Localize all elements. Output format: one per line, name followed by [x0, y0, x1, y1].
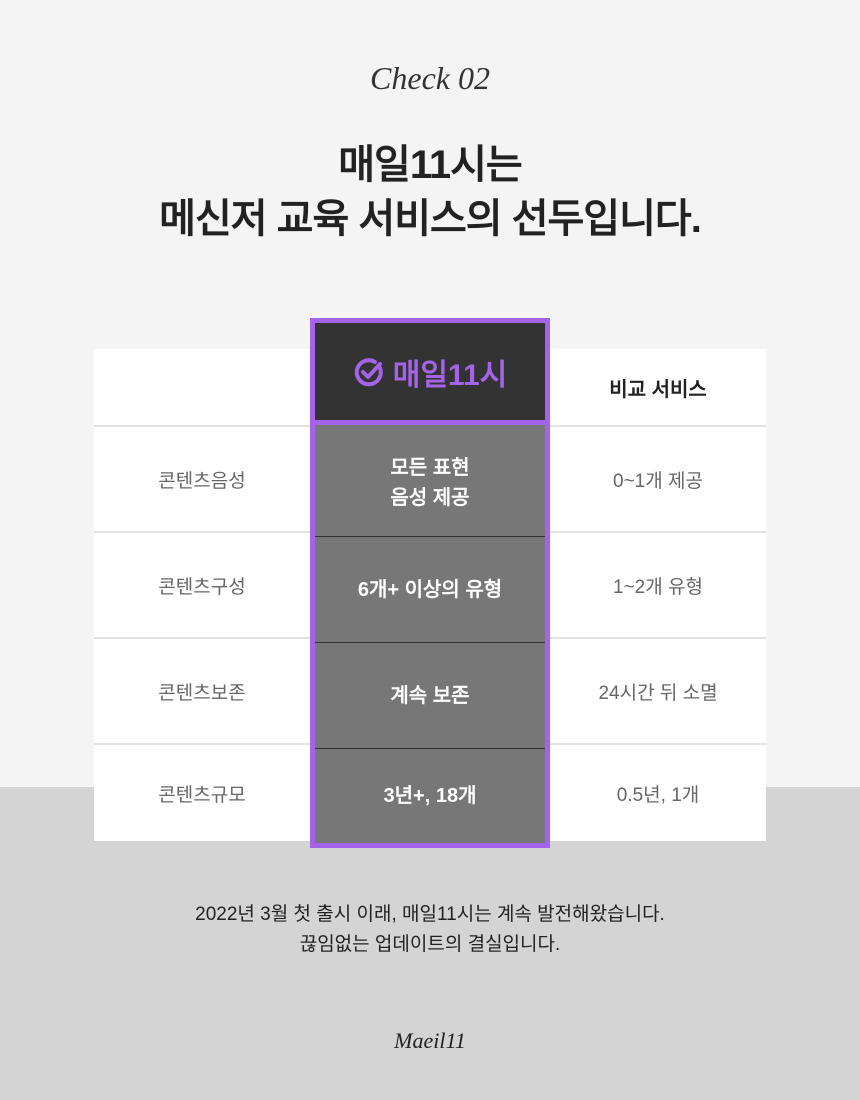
highlight-value: 6개+ 이상의 유형: [315, 536, 545, 642]
title-line-1: 매일11시는: [338, 143, 523, 187]
highlight-value: 계속 보존: [315, 642, 545, 748]
brand-logo: Maeil11: [394, 1028, 466, 1053]
compare-value: 24시간 뒤 소멸: [598, 682, 718, 704]
check-circle-icon: [354, 357, 383, 386]
row-label: 콘텐츠규모: [158, 784, 246, 806]
row-label: 콘텐츠보존: [158, 682, 246, 704]
row-label: 콘텐츠음성: [158, 470, 246, 492]
highlight-value: 모든 표현 음성 제공: [390, 457, 470, 509]
row-label: 콘텐츠구성: [158, 576, 246, 598]
highlight-value: 3년+, 18개: [315, 748, 545, 843]
title-line-2: 메신저 교육 서비스의 선두입니다.: [159, 197, 702, 241]
highlight-header-label: 매일11시: [392, 358, 508, 392]
compare-value: 1~2개 유형: [613, 576, 703, 598]
highlight-column: 매일11시 모든 표현 음성 제공 6개+ 이상의 유형 계속 보존 3년+, …: [310, 318, 550, 848]
section-label: Check 02: [370, 60, 490, 96]
page-title: 매일11시는 메신저 교육 서비스의 선두입니다.: [0, 138, 860, 246]
compare-value: 0~1개 제공: [613, 470, 703, 492]
highlight-header: 매일11시: [315, 323, 545, 425]
footer-text: 2022년 3월 첫 출시 이래, 매일11시는 계속 발전해왔습니다. 끊임없…: [0, 900, 860, 960]
footer-line-1: 2022년 3월 첫 출시 이래, 매일11시는 계속 발전해왔습니다.: [195, 904, 665, 925]
compare-header: 비교 서비스: [609, 378, 707, 401]
footer-line-2: 끊임없는 업데이트의 결실입니다.: [299, 934, 561, 955]
compare-value: 0.5년, 1개: [616, 784, 700, 806]
